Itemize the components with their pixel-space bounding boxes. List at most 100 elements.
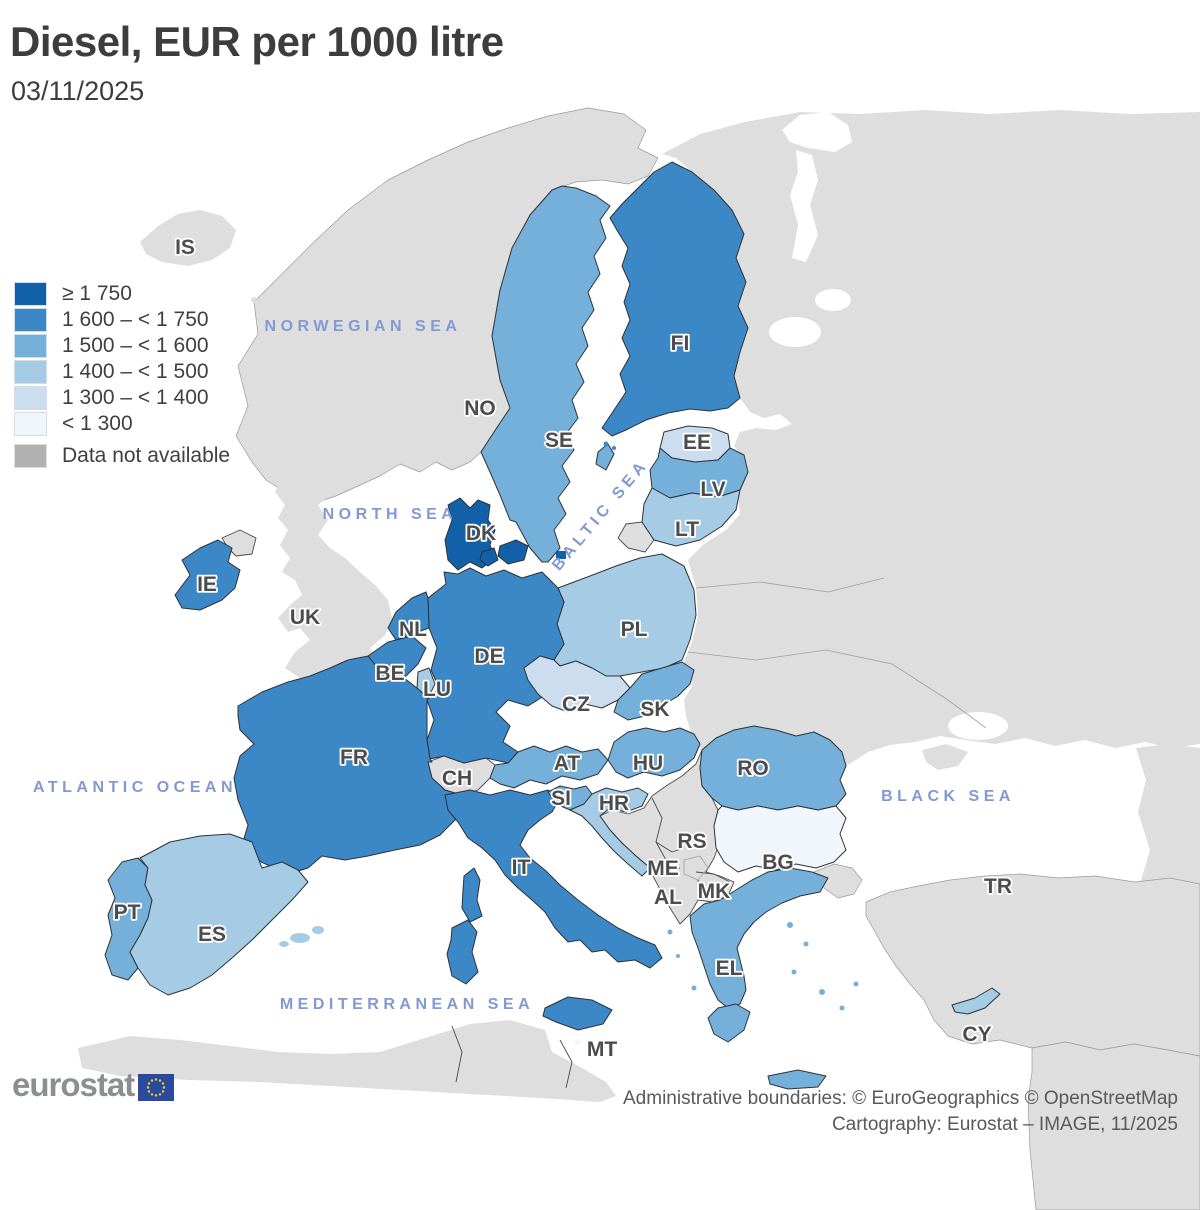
aegean-island-5 [839,1005,845,1011]
country-label-ch: CH [442,767,472,790]
balearic-ibiza [279,941,289,947]
country-label-ie: IE [197,573,217,596]
country-label-fr: FR [340,746,368,769]
border-ua-ru [687,649,987,729]
legend-label: < 1 300 [62,412,133,435]
ionian-island [667,929,673,935]
country-shape-crimea [922,744,968,770]
ionian-island-2 [676,954,680,958]
country-label-hu: HU [633,752,663,775]
country-shape-bulgaria [713,805,847,873]
country-label-mk: MK [698,880,731,903]
sea-label-norwegian: NORWEGIAN SEA [265,318,462,335]
legend-swatch-class1 [14,282,47,306]
country-labels: IS NO SE FI EE LV LT DK IE UK NL BE LU D… [112,234,1014,1063]
border-me-al [665,867,681,873]
legend-swatch-class2 [14,308,47,332]
country-label-be: BE [375,662,404,685]
aegean-island-3 [791,969,797,975]
sea-label-north: NORTH SEA [323,506,458,523]
country-shape-netherlands [387,591,430,641]
country-label-it: IT [512,856,531,879]
faroe-islands [251,297,257,303]
eurostat-logo: eurostat [12,1066,175,1104]
country-shape-crete [767,1069,827,1090]
sea-label-black: BLACK SEA [881,788,1015,805]
country-label-tr: TR [984,875,1012,898]
country-shape-turkey-thrace [813,863,863,899]
country-shape-luxembourg [416,667,436,699]
country-shape-russia-east [662,110,1200,766]
legend-row: 1 600 – < 1 750 [14,307,230,333]
legend-label: 1 600 – < 1 750 [62,308,209,331]
legend-row: 1 300 – < 1 400 [14,385,230,411]
country-shape-ireland [174,539,241,611]
aegean-island-2 [803,941,809,947]
country-shape-norway [235,107,659,505]
country-shape-finland [601,161,749,437]
attribution-line-1: Administrative boundaries: © EuroGeograp… [623,1088,1178,1109]
aegean-island-6 [853,981,859,987]
country-label-is: IS [175,236,195,259]
legend-row: ≥ 1 750 [14,281,230,307]
country-label-pl: PL [621,618,648,641]
country-shape-sicily [542,996,613,1031]
sea-label-atlantic: ATLANTIC OCEAN [33,779,237,796]
legend-label: 1 400 – < 1 500 [62,360,209,383]
country-label-bg: BG [762,851,794,874]
white-sea-arm [790,150,818,262]
africa-border-line [451,1025,463,1083]
aegean-island-4 [819,989,825,995]
page-title: Diesel, EUR per 1000 litre [10,18,504,65]
legend-row: < 1 300 [14,411,230,437]
border-kosovo [683,855,709,881]
legend-row: 1 400 – < 1 500 [14,359,230,385]
country-label-dk: DK [466,522,496,545]
legend: ≥ 1 750 1 600 – < 1 750 1 500 – < 1 600 … [14,281,230,469]
legend-row: 1 500 – < 1 600 [14,333,230,359]
country-shape-cyprus [951,987,1001,1015]
country-shape-romania [699,725,847,811]
ionian-island-3 [691,985,697,991]
country-shape-iceland [140,210,236,266]
country-label-cy: CY [962,1023,991,1046]
country-label-no: NO [464,397,496,420]
country-shape-levant [1027,1041,1200,1210]
legend-swatch-class4 [14,360,47,384]
country-label-rs: RS [677,830,706,853]
country-shape-hungary [607,727,701,779]
eurostat-logo-text: eurostat [12,1066,135,1103]
shetland-islands [349,427,355,433]
country-shape-uk [275,448,392,680]
country-label-hr: HR [599,792,629,815]
border-ba-rs [651,797,667,861]
country-label-al: AL [654,886,682,909]
legend-swatch-class5 [14,386,47,410]
legend-swatch-class3 [14,334,47,358]
country-shape-caucasus [1136,744,1200,884]
border-al-mk [697,879,701,899]
country-label-es: ES [198,923,226,946]
border-rs-me [655,841,685,853]
legend-swatch-class6 [14,412,47,436]
legend-label: Data not available [62,444,231,467]
white-sea [782,112,852,152]
country-label-lu: LU [423,678,451,701]
country-shape-croatia [569,787,651,877]
eu-flag-icon [138,1073,175,1101]
country-label-de: DE [474,645,503,668]
aland-island [603,441,609,447]
legend-label: 1 500 – < 1 600 [62,334,209,357]
country-label-ee: EE [683,431,711,454]
country-shape-zealand [497,539,529,565]
africa-border-line-2 [559,1039,573,1089]
country-shape-bornholm [556,551,566,559]
country-label-pt: PT [114,901,141,924]
country-shape-lithuania [641,487,741,547]
lake-ladoga [769,317,821,347]
country-label-at: AT [554,752,581,775]
country-shape-slovakia [613,661,695,721]
country-shape-western-balkans [599,749,735,925]
attribution: Administrative boundaries: © EuroGeograp… [623,1086,1178,1138]
